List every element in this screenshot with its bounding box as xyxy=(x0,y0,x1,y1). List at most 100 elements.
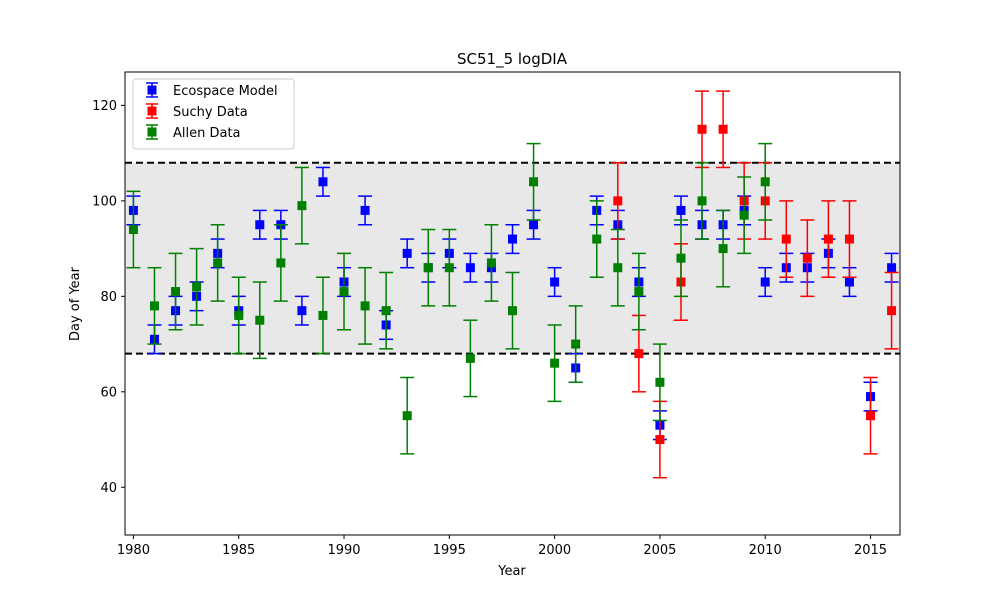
marker xyxy=(149,301,159,311)
data-point xyxy=(758,266,773,298)
data-point xyxy=(294,166,309,245)
legend-label: Ecospace Model xyxy=(173,84,278,99)
y-tick-label: 100 xyxy=(92,194,117,209)
chart-title: SC51_5 logDIA xyxy=(457,50,568,69)
data-point xyxy=(126,190,141,269)
data-point xyxy=(442,228,457,307)
marker xyxy=(529,220,539,230)
data-point xyxy=(463,319,478,398)
series-allen-data xyxy=(126,142,773,455)
data-point xyxy=(147,266,162,345)
data-point xyxy=(589,200,604,278)
plot-frame xyxy=(124,71,901,536)
marker xyxy=(613,196,623,206)
data-point xyxy=(800,219,815,298)
marker xyxy=(192,282,202,292)
data-point xyxy=(779,200,794,278)
data-point xyxy=(652,343,667,422)
x-tick-label: 1985 xyxy=(222,543,255,558)
legend-label: Allen Data xyxy=(173,126,241,141)
marker xyxy=(529,177,539,187)
data-point xyxy=(252,209,267,240)
data-point xyxy=(737,176,752,255)
x-tick-label: 2000 xyxy=(538,543,571,558)
marker xyxy=(508,306,517,316)
legend: Ecospace Model Suchy Data Allen Data xyxy=(132,78,295,150)
marker xyxy=(423,263,433,273)
marker xyxy=(486,258,496,268)
x-tick-label: 1995 xyxy=(433,543,466,558)
data-point xyxy=(273,223,288,302)
marker xyxy=(360,205,370,215)
marker xyxy=(655,377,665,387)
marker xyxy=(128,225,138,235)
marker xyxy=(255,220,265,230)
marker xyxy=(844,234,854,244)
marker xyxy=(676,253,686,263)
marker xyxy=(739,210,749,220)
x-axis-label: Year xyxy=(497,564,526,579)
data-point xyxy=(315,166,330,197)
data-point xyxy=(842,200,857,278)
data-point xyxy=(884,271,899,350)
data-point xyxy=(463,252,478,283)
data-point xyxy=(547,266,562,298)
x-tick-label: 2005 xyxy=(643,543,676,558)
data-point xyxy=(421,228,436,307)
data-point xyxy=(484,223,499,302)
x-tick-label: 1980 xyxy=(117,543,150,558)
data-point xyxy=(610,228,625,307)
series-layer xyxy=(126,90,899,479)
data-point xyxy=(505,271,520,350)
legend-marker xyxy=(147,85,157,95)
y-tick-label: 120 xyxy=(92,99,117,114)
marker xyxy=(381,306,391,316)
x-tick-label: 1990 xyxy=(327,543,360,558)
data-point xyxy=(358,266,373,345)
data-point xyxy=(231,276,246,355)
data-point xyxy=(821,200,836,278)
data-point xyxy=(505,223,520,255)
marker xyxy=(802,253,812,263)
x-tick-label: 2010 xyxy=(749,543,782,558)
data-point xyxy=(337,252,352,331)
marker xyxy=(634,287,644,297)
marker xyxy=(213,258,223,268)
y-tick-label: 80 xyxy=(100,290,117,305)
marker xyxy=(402,248,412,258)
marker xyxy=(655,435,665,445)
data-point xyxy=(673,219,688,298)
legend-box xyxy=(132,78,295,150)
marker xyxy=(887,263,897,273)
legend-marker xyxy=(147,127,157,137)
marker xyxy=(465,353,475,363)
data-point xyxy=(568,305,583,384)
marker xyxy=(508,234,517,244)
data-point xyxy=(526,142,541,221)
data-point xyxy=(379,271,394,350)
marker xyxy=(760,177,770,187)
marker xyxy=(550,358,560,368)
data-point xyxy=(695,161,710,240)
marker xyxy=(697,196,707,206)
marker xyxy=(887,306,897,316)
marker xyxy=(255,315,265,325)
marker xyxy=(339,287,349,297)
legend-item: Allen Data xyxy=(146,124,241,141)
marker xyxy=(613,263,623,273)
legend-label: Suchy Data xyxy=(173,105,248,120)
marker xyxy=(718,244,728,254)
marker xyxy=(823,234,833,244)
axes-frame xyxy=(124,71,901,536)
legend-item: Ecospace Model xyxy=(146,82,278,99)
legend-marker xyxy=(147,106,157,116)
marker xyxy=(402,411,412,421)
data-point xyxy=(863,376,878,455)
marker xyxy=(592,234,602,244)
marker xyxy=(760,277,770,287)
data-point xyxy=(400,376,415,455)
data-point xyxy=(547,324,562,403)
y-axis-label: Day of Year xyxy=(68,266,83,341)
